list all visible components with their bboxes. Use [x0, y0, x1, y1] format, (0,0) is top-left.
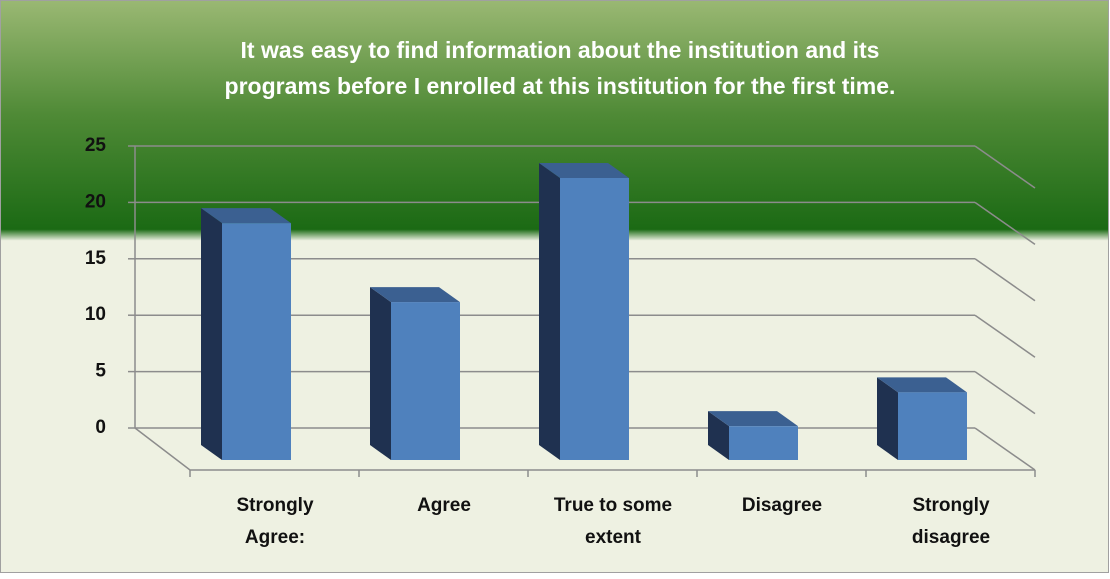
grid-line-side: [974, 145, 1036, 189]
bar: [370, 287, 460, 460]
bar-front: [222, 223, 291, 460]
bar-side: [877, 377, 898, 460]
bar-top: [539, 163, 629, 178]
y-tick-label: 20: [85, 191, 106, 212]
x-tick-label: Disagree: [742, 495, 822, 516]
grid-line-side: [974, 258, 1036, 302]
bar-top: [708, 411, 798, 427]
y-tick-label: 0: [95, 417, 106, 438]
grid-line-side: [974, 370, 1036, 415]
bar-top: [201, 208, 291, 224]
bar-front: [391, 302, 460, 460]
x-tick-label: Agree: [417, 495, 471, 516]
y-tick-label: 10: [85, 304, 106, 325]
y-tick-label: 5: [95, 361, 106, 382]
x-tick-label: Strongly disagree: [912, 495, 990, 548]
bar-side: [370, 287, 391, 460]
bar: [539, 163, 629, 460]
bar: [708, 411, 798, 460]
grid-line-side: [974, 201, 1036, 246]
x-tick-label: True to some extent: [554, 495, 672, 548]
bar-side: [708, 411, 729, 460]
grid-line-side: [974, 427, 1036, 471]
bar: [201, 208, 291, 460]
chart-title: It was easy to find information about th…: [225, 37, 896, 99]
bar-front: [560, 178, 629, 460]
bar-front: [898, 392, 967, 460]
bar-side: [539, 163, 560, 460]
grid-line-side: [974, 314, 1036, 358]
bar: [877, 377, 967, 460]
bar-top: [370, 287, 460, 303]
bar-side: [201, 208, 222, 460]
bar-top: [877, 377, 967, 393]
x-tick-label: Strongly Agree:: [236, 495, 313, 548]
y-tick-label: 15: [85, 248, 107, 269]
bar-front: [729, 426, 798, 460]
y-tick-label: 25: [85, 135, 107, 156]
